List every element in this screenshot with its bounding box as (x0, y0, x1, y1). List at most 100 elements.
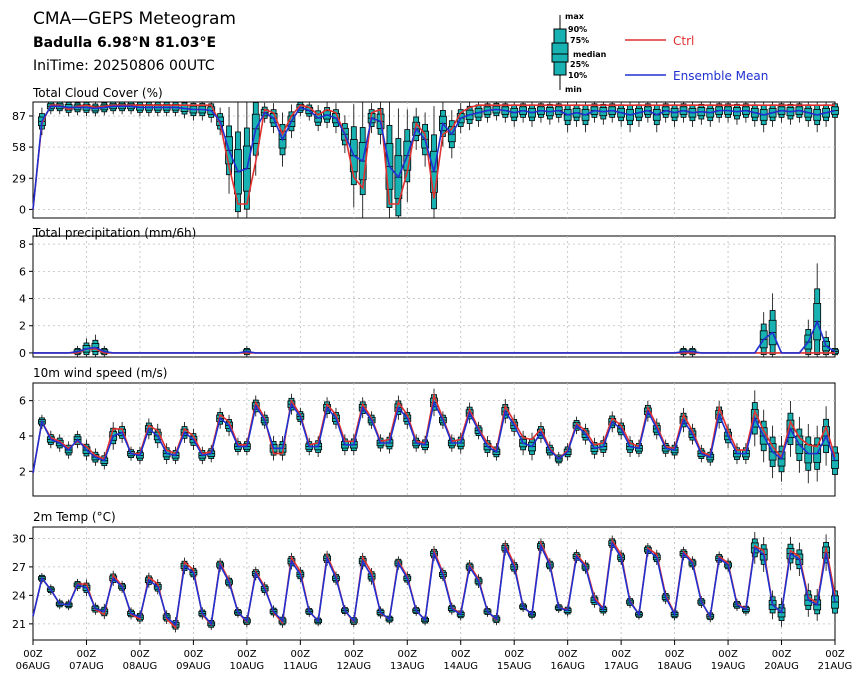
legend: max 90% 75% median 25% 10% min Ctrl Ense… (551, 12, 768, 94)
x-date-label: 16AUG (550, 661, 585, 672)
ensemble-box (73, 102, 82, 116)
x-hour-label: 00Z (504, 649, 524, 660)
ensemble-box (813, 263, 822, 357)
x-date-label: 09AUG (176, 661, 211, 672)
x-date-label: 08AUG (123, 661, 158, 672)
ensemble-box (100, 102, 109, 116)
x-date-label: 06AUG (16, 661, 51, 672)
panel-title: Total precipitation (mm/6h) (32, 226, 196, 240)
x-date-label: 18AUG (657, 661, 692, 672)
ensemble-box (144, 101, 153, 117)
ensemble-box (626, 102, 634, 133)
ensemble-box (813, 102, 822, 133)
legend-min: min (565, 85, 582, 94)
legend-p90: 90% (568, 25, 587, 34)
ensemble-box (162, 101, 171, 117)
ensemble-box (171, 101, 180, 117)
panel-title: 2m Temp (°C) (33, 510, 116, 524)
legend-ctrl-label: Ctrl (673, 34, 694, 48)
ensemble-box (563, 102, 572, 133)
x-hour-label: 00Z (611, 649, 631, 660)
panel-1: Total precipitation (mm/6h) 0 2 4 6 8 (19, 226, 839, 360)
time-axis: 00Z06AUG00Z07AUG00Z08AUG00Z09AUG00Z10AUG… (16, 640, 853, 672)
ensemble-box (153, 101, 162, 117)
x-date-label: 10AUG (230, 661, 265, 672)
ensemble-box (759, 102, 768, 133)
y-tick-label: 0 (19, 347, 26, 360)
panel-0: Total Cloud Cover (%) 0 29 58 87 (12, 86, 839, 219)
ensemble-box (581, 102, 590, 133)
x-hour-label: 00Z (665, 649, 685, 660)
panel-frame (32, 235, 836, 358)
x-date-label: 15AUG (497, 661, 532, 672)
legend-median: median (573, 50, 607, 59)
legend-p25: 25% (570, 60, 589, 69)
y-tick-label: 24 (12, 589, 26, 602)
y-tick-label: 6 (19, 395, 26, 408)
ensemble-box (109, 101, 118, 115)
y-tick-label: 58 (12, 141, 26, 154)
init-time-label: IniTime: 20250806 00UTC (33, 58, 215, 74)
legend-p10: 10% (568, 71, 587, 80)
y-tick-label: 29 (12, 172, 26, 185)
x-hour-label: 00Z (291, 649, 311, 660)
ensemble-box (55, 101, 64, 115)
y-tick-label: 6 (19, 265, 26, 278)
meteogram-title: CMA—GEPS Meteogram (33, 9, 236, 29)
legend-box-inner (551, 42, 569, 63)
x-date-label: 07AUG (69, 661, 104, 672)
ensemble-box (46, 101, 55, 115)
x-hour-label: 00Z (772, 649, 792, 660)
x-hour-label: 00Z (451, 649, 471, 660)
panel-2: 10m wind speed (m/s) 2 4 6 (19, 366, 839, 497)
x-hour-label: 00Z (184, 649, 204, 660)
ensemble-box (82, 101, 91, 117)
x-date-label: 20AUG (764, 661, 799, 672)
ensemble-box (136, 101, 144, 117)
ensemble-box (652, 102, 661, 133)
ensemble-mean-series-line (32, 105, 836, 210)
panel-title: Total Cloud Cover (%) (32, 86, 163, 100)
ensemble-mean-series-line (33, 319, 836, 354)
ctrl-series-line (32, 104, 835, 210)
x-hour-label: 00Z (130, 649, 150, 660)
ensemble-mean-series-line (32, 399, 836, 474)
panel-title: 10m wind speed (m/s) (33, 366, 167, 380)
x-date-label: 11AUG (283, 661, 318, 672)
ensemble-mean-series-line (32, 540, 836, 627)
panels: Total Cloud Cover (%) 0 29 58 87 Total precip… (12, 86, 839, 641)
legend-mean-label: Ensemble Mean (673, 69, 768, 83)
y-tick-label: 2 (19, 465, 26, 478)
x-hour-label: 00Z (344, 649, 364, 660)
y-tick-label: 30 (12, 532, 26, 545)
x-hour-label: 00Z (23, 649, 43, 660)
x-date-label: 12AUG (336, 661, 371, 672)
y-tick-label: 4 (19, 430, 26, 443)
panel-3: 2m Temp (°C) 21 24 27 30 (12, 510, 839, 641)
x-date-label: 21AUG (818, 661, 853, 672)
x-date-label: 13AUG (390, 661, 425, 672)
y-tick-label: 8 (19, 238, 26, 251)
location-label: Badulla 6.98°N 81.03°E (33, 35, 216, 51)
x-hour-label: 00Z (77, 649, 97, 660)
y-tick-label: 2 (19, 320, 26, 333)
y-tick-label: 4 (19, 293, 26, 306)
ensemble-box (831, 582, 839, 622)
ensemble-box (768, 293, 777, 357)
y-tick-label: 21 (12, 618, 26, 631)
ensemble-box (127, 101, 135, 115)
y-tick-label: 0 (19, 203, 26, 216)
x-hour-label: 00Z (558, 649, 578, 660)
x-date-label: 14AUG (443, 661, 478, 672)
ensemble-box (118, 101, 127, 115)
x-hour-label: 00Z (397, 649, 417, 660)
x-date-label: 17AUG (604, 661, 639, 672)
x-hour-label: 00Z (237, 649, 257, 660)
ensemble-box (91, 334, 100, 357)
x-hour-label: 00Z (825, 649, 845, 660)
legend-p75: 75% (570, 36, 589, 45)
y-tick-label: 27 (12, 561, 26, 574)
ensemble-box (759, 312, 768, 357)
x-date-label: 19AUG (711, 661, 746, 672)
